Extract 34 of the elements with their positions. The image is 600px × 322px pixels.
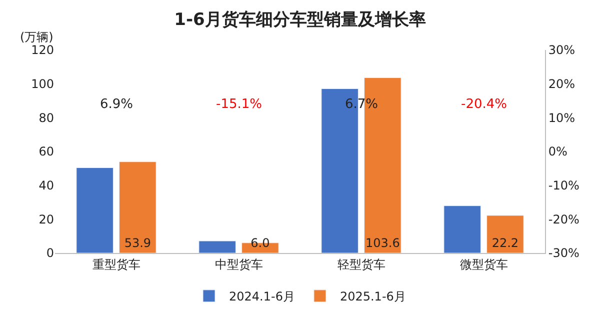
data-label: 22.2 [492, 236, 519, 250]
bar [198, 240, 236, 253]
annotation: 6.9% [100, 97, 134, 112]
chart-title: 1-6月货车细分车型销量及增长率 [174, 10, 426, 30]
x-tick-label: 微型货车 [460, 257, 508, 272]
y-axis-title: (万辆) [20, 30, 54, 44]
x-tick-label: 重型货车 [92, 257, 140, 272]
annotation: 6.7% [345, 97, 378, 112]
x-tick-label: 中型货车 [214, 257, 263, 272]
bar [486, 215, 524, 253]
y2-tick-label: -30% [548, 246, 580, 260]
annotation: -15.1% [216, 97, 262, 112]
annotation: -20.4% [461, 97, 507, 112]
y2-tick-label: 10% [548, 110, 576, 125]
y-tick-label: 120 [31, 43, 54, 58]
x-tick-label: 轻型货车 [337, 257, 386, 272]
y2-tick-label: -20% [548, 212, 580, 226]
y-tick-label: 80 [38, 110, 54, 125]
legend-label: 2024.1-6月 [229, 290, 295, 304]
y-tick-label: 100 [31, 77, 54, 92]
data-label: 103.6 [366, 236, 400, 250]
y2-tick-label: 20% [548, 77, 576, 92]
y2-tick-label: 30% [548, 43, 576, 58]
y-tick-label: 40 [38, 178, 54, 193]
bar [119, 162, 156, 253]
legend-label: 2025.1-6月 [340, 290, 406, 304]
y-tick-label: 60 [38, 144, 54, 159]
bar [76, 167, 114, 253]
y2-tick-label: -10% [548, 178, 580, 193]
y-tick-label: 20 [38, 212, 54, 226]
y-tick-label: 0 [46, 246, 54, 260]
bar [444, 206, 481, 253]
y2-tick-label: 0% [548, 144, 568, 159]
data-label: 53.9 [124, 236, 152, 250]
